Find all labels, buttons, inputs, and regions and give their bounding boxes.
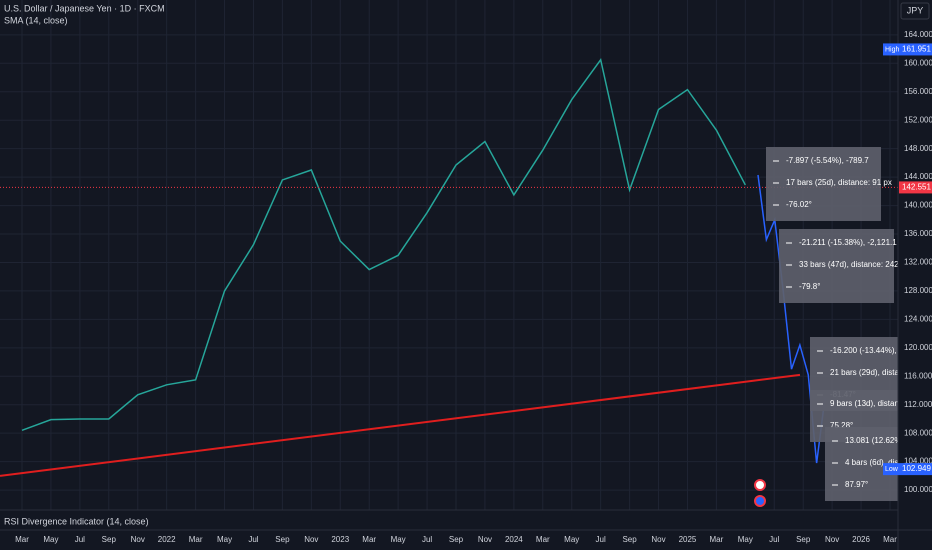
x-tick-label: Nov xyxy=(478,535,492,544)
x-tick-label: May xyxy=(217,535,232,544)
y-tick-label: 112.000 xyxy=(904,400,932,409)
price-label: 142.551 xyxy=(902,183,931,192)
x-tick-label: Sep xyxy=(275,535,290,544)
x-tick-label: May xyxy=(43,535,58,544)
event-icon[interactable] xyxy=(754,495,766,507)
measure-text: 4 bars (6d), distance xyxy=(845,458,918,467)
y-tick-label: 160.000 xyxy=(904,58,932,67)
measure-text: 13.081 (12.62%), 1, xyxy=(845,436,915,445)
measure-text: 87.97° xyxy=(845,480,868,489)
x-tick-label: Mar xyxy=(189,535,203,544)
x-tick-label: May xyxy=(564,535,579,544)
x-tick-label: May xyxy=(738,535,753,544)
price-label-box xyxy=(899,43,932,56)
measure-text: 9 bars (13d), distance: 46 xyxy=(830,399,921,408)
x-tick-label: 2024 xyxy=(505,535,523,544)
y-tick-label: 128.000 xyxy=(904,286,932,295)
y-tick-label: 124.000 xyxy=(904,314,932,323)
price-label-name-box xyxy=(883,43,899,56)
measure-text: 75.28° xyxy=(830,421,853,430)
measure-text: -16.200 (-13.44%), -1, xyxy=(830,346,908,355)
x-tick-label: Sep xyxy=(622,535,637,544)
x-tick-label: Jul xyxy=(422,535,432,544)
x-tick-label: Mar xyxy=(883,535,897,544)
x-tick-label: Sep xyxy=(102,535,117,544)
x-tick-label: Sep xyxy=(796,535,811,544)
x-tick-label: Mar xyxy=(710,535,724,544)
x-tick-label: 2023 xyxy=(331,535,349,544)
measure-text: -21.211 (-15.38%), -2,121.1 xyxy=(799,238,897,247)
y-tick-label: 120.000 xyxy=(904,343,932,352)
event-icon[interactable] xyxy=(754,479,766,491)
y-tick-label: 152.000 xyxy=(904,115,932,124)
price-label-box xyxy=(899,463,932,476)
measure-box xyxy=(779,229,894,303)
x-tick-label: Mar xyxy=(362,535,376,544)
x-tick-label: Jul xyxy=(75,535,85,544)
y-tick-label: 100.000 xyxy=(904,485,932,494)
y-tick-label: 136.000 xyxy=(904,229,932,238)
measure-box xyxy=(766,147,881,221)
y-tick-label: 116.000 xyxy=(904,371,932,380)
measure-text: -76.02° xyxy=(786,200,812,209)
x-tick-label: 2026 xyxy=(852,535,870,544)
y-tick-label: 104.000 xyxy=(904,457,932,466)
y-tick-label: 156.000 xyxy=(904,87,932,96)
currency-button[interactable] xyxy=(900,2,930,20)
y-tick-label: 164.000 xyxy=(904,30,932,39)
y-tick-label: 140.000 xyxy=(904,201,932,210)
indicator-label: SMA (14, close) xyxy=(4,15,68,25)
trendline xyxy=(0,373,801,477)
price-label-name: Low xyxy=(885,466,899,473)
lower-pane-label: RSI Divergence Indicator (14, close) xyxy=(4,516,149,526)
measure-text: -79.8° xyxy=(799,282,820,291)
x-tick-label: Jul xyxy=(596,535,606,544)
x-tick-label: Mar xyxy=(15,535,29,544)
x-tick-label: 2022 xyxy=(158,535,176,544)
price-label: 102.949 xyxy=(902,464,931,473)
price-label-box xyxy=(899,181,932,194)
y-tick-label: 144.000 xyxy=(904,172,932,181)
x-tick-label: Jul xyxy=(248,535,258,544)
currency[interactable]: JPY xyxy=(907,5,924,15)
price-label-name: High xyxy=(885,46,900,53)
x-tick-label: May xyxy=(391,535,406,544)
y-tick-label: 148.000 xyxy=(904,144,932,153)
x-tick-label: Sep xyxy=(449,535,464,544)
measure-text: 21 bars (29d), distance xyxy=(830,368,912,377)
price-label: 161.951 xyxy=(902,45,931,54)
x-tick-label: Mar xyxy=(536,535,550,544)
y-tick-label: 132.000 xyxy=(904,258,932,267)
measure-text: 17 bars (25d), distance: 91 px xyxy=(786,178,892,187)
x-tick-label: Nov xyxy=(304,535,318,544)
x-tick-label: Nov xyxy=(131,535,145,544)
x-tick-label: Nov xyxy=(825,535,839,544)
measure-text: 33 bars (47d), distance: 242 px xyxy=(799,260,909,269)
y-tick-label: 108.000 xyxy=(904,428,932,437)
symbol-title: U.S. Dollar / Japanese Yen · 1D · FXCM xyxy=(4,3,165,13)
price-line xyxy=(21,57,746,432)
x-tick-label: Nov xyxy=(651,535,665,544)
measure-text: -7.897 (-5.54%), -789.7 xyxy=(786,156,869,165)
x-tick-label: Jul xyxy=(769,535,779,544)
price-label-name-box xyxy=(883,463,899,476)
x-tick-label: 2025 xyxy=(679,535,697,544)
